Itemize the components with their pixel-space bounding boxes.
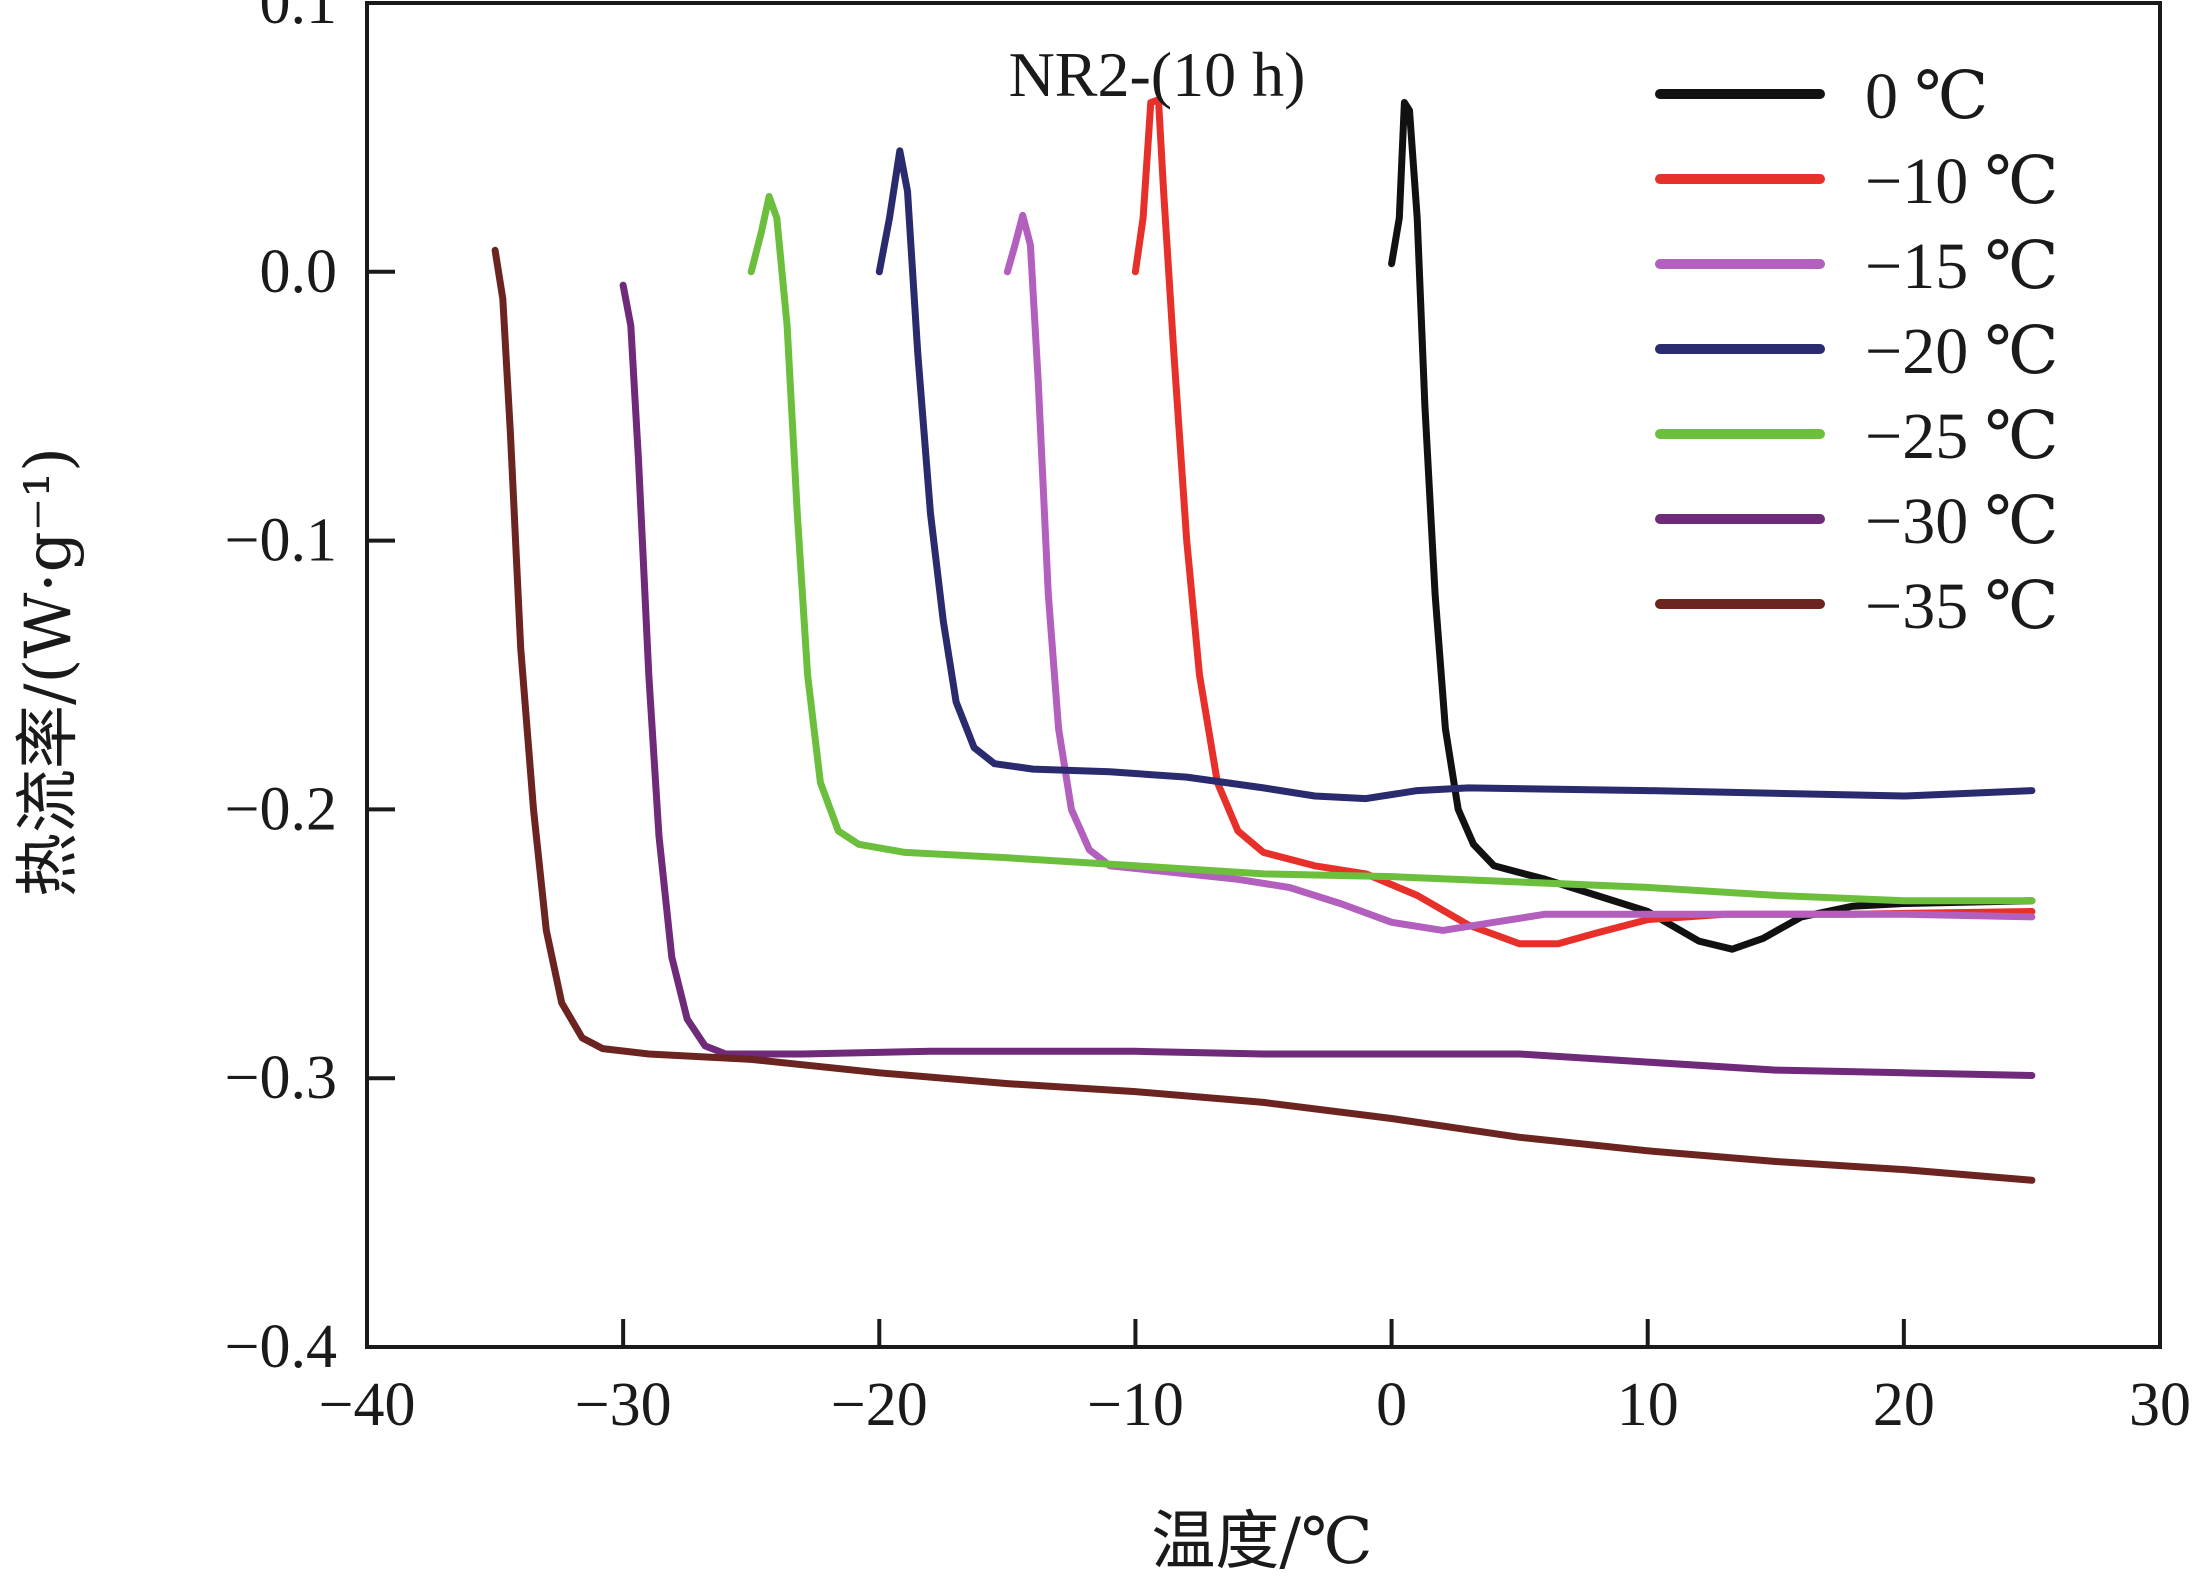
series-line-3: [875, 147, 2036, 803]
legend-label: −35 ℃: [1865, 570, 2059, 643]
x-tick-label: −10: [1087, 1371, 1184, 1439]
x-tick-label: −20: [831, 1371, 928, 1439]
x-tick-label: 0: [1376, 1371, 1407, 1439]
series-line-4: [747, 193, 2036, 905]
series-line-1: [1131, 96, 2036, 948]
y-tick-label: 0.1: [260, 0, 338, 37]
legend-label: −20 ℃: [1865, 315, 2059, 388]
y-tick-label: −0.4: [225, 1313, 337, 1381]
legend-label: −30 ℃: [1865, 485, 2059, 558]
series-line-0: [1388, 99, 2036, 953]
x-tick-label: 30: [2129, 1371, 2191, 1439]
x-axis-title: 温度/℃: [1151, 1505, 1372, 1579]
series-line-2: [1003, 211, 2036, 934]
sample-annotation: NR2-(10 h): [1009, 39, 1306, 110]
series-line-6: [491, 246, 2036, 1184]
y-tick-label: −0.3: [225, 1044, 337, 1112]
x-axis-ticks: −40 −30 −20 −10 0 10 20 30: [319, 1319, 2191, 1439]
y-tick-label: −0.1: [225, 507, 337, 575]
legend-label: −15 ℃: [1865, 230, 2059, 303]
series-layer: [491, 96, 2036, 1184]
x-tick-label: 10: [1617, 1371, 1679, 1439]
plot-frame: [365, 1, 2162, 1349]
legend: 0 ℃ −10 ℃ −15 ℃ −20 ℃ −25 ℃ −30 ℃ −35 ℃: [1655, 60, 2059, 643]
legend-label: 0 ℃: [1865, 60, 1988, 133]
legend-label: −25 ℃: [1865, 400, 2059, 473]
y-tick-label: −0.2: [225, 775, 337, 843]
series-line-5: [619, 281, 2036, 1079]
legend-label: −10 ℃: [1865, 145, 2059, 218]
y-axis-ticks: 0.1 0.0 −0.1 −0.2 −0.3 −0.4: [225, 0, 395, 1381]
x-tick-label: 20: [1873, 1371, 1935, 1439]
x-tick-label: −40: [319, 1371, 416, 1439]
x-tick-label: −30: [575, 1371, 672, 1439]
y-tick-label: 0.0: [260, 238, 338, 306]
y-axis-title: 热流率/(W·g⁻¹): [12, 447, 86, 897]
